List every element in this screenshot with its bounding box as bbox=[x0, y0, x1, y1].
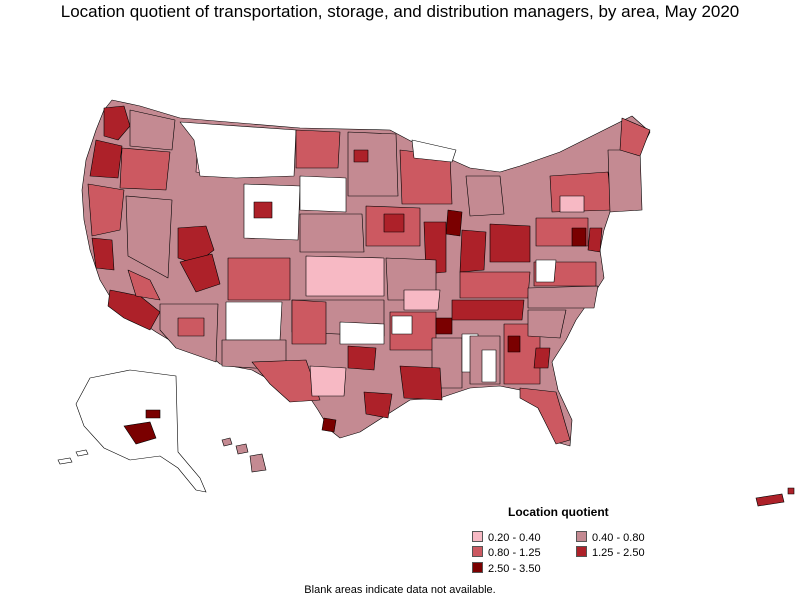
region-or-east bbox=[119, 147, 171, 191]
legend-item-2: 0.80 - 1.25 bbox=[472, 546, 541, 559]
region-ny-blank bbox=[559, 195, 585, 213]
region-ga-atlanta bbox=[507, 335, 521, 353]
hawaii bbox=[221, 437, 267, 473]
region-oh bbox=[489, 223, 531, 263]
legend-label: 0.20 - 0.40 bbox=[488, 532, 541, 544]
map-title: Location quotient of transportation, sto… bbox=[60, 2, 740, 21]
region-tn-memphis bbox=[435, 317, 453, 335]
region-mi-lower bbox=[465, 175, 505, 217]
region-wy-cheyenne bbox=[253, 201, 273, 219]
region-ar-blank bbox=[391, 315, 413, 335]
region-hi-big-island bbox=[249, 453, 267, 473]
region-nd bbox=[295, 129, 341, 169]
region-pr bbox=[755, 493, 785, 507]
region-ca-north bbox=[87, 183, 125, 237]
region-wv-blank bbox=[535, 259, 557, 283]
region-ok-blank bbox=[339, 321, 385, 345]
region-ak-anchorage bbox=[123, 421, 157, 445]
puerto-rico bbox=[755, 487, 795, 507]
legend-item-1: 0.40 - 0.80 bbox=[576, 531, 645, 544]
map-regions bbox=[81, 99, 651, 447]
region-hi-oahu bbox=[221, 437, 233, 447]
region-tx-laredo bbox=[321, 417, 337, 433]
region-nm-blank bbox=[225, 301, 283, 341]
legend-swatch bbox=[472, 531, 483, 542]
legend-item-0: 0.20 - 0.40 bbox=[472, 531, 541, 544]
alaska bbox=[57, 369, 207, 493]
region-ak-aleutians bbox=[57, 449, 89, 465]
region-wa-east bbox=[129, 109, 176, 151]
region-ak-fairbanks bbox=[145, 409, 161, 419]
region-pa-east bbox=[571, 227, 587, 247]
region-al-blank bbox=[481, 349, 497, 383]
region-tx-west bbox=[251, 359, 321, 403]
region-hi-maui bbox=[235, 443, 249, 455]
region-tx-dallas bbox=[347, 345, 377, 371]
region-mn-duluth bbox=[353, 149, 369, 163]
region-tx-central bbox=[309, 365, 347, 397]
region-maine bbox=[619, 117, 651, 157]
legend-item-4: 2.50 - 3.50 bbox=[472, 562, 541, 575]
region-mo-blank bbox=[403, 289, 441, 311]
region-mn bbox=[347, 131, 399, 197]
region-in bbox=[459, 229, 487, 273]
region-tx-houston bbox=[363, 391, 393, 419]
legend-swatch bbox=[576, 531, 587, 542]
region-nc bbox=[527, 285, 599, 309]
legend-swatch bbox=[472, 546, 483, 557]
region-or-coast bbox=[89, 139, 123, 179]
legend-label: 0.40 - 0.80 bbox=[592, 532, 645, 544]
region-fl bbox=[519, 387, 571, 445]
legend-swatch bbox=[576, 546, 587, 557]
region-ut-south bbox=[179, 253, 221, 293]
region-wa-west bbox=[103, 105, 131, 141]
legend-item-3: 1.25 - 2.50 bbox=[576, 546, 645, 559]
region-co bbox=[227, 257, 291, 301]
region-sd-blank bbox=[299, 175, 347, 213]
region-tx-panhandle bbox=[291, 299, 327, 345]
region-ne bbox=[299, 213, 365, 253]
footnote: Blank areas indicate data not available. bbox=[304, 584, 496, 596]
region-ia-dm bbox=[383, 213, 405, 233]
region-nj bbox=[587, 227, 603, 253]
legend-title: Location quotient bbox=[508, 505, 609, 519]
legend-label: 2.50 - 3.50 bbox=[488, 563, 541, 575]
region-la bbox=[399, 365, 443, 401]
region-ks bbox=[305, 255, 385, 297]
region-sc bbox=[527, 309, 567, 339]
legend-label: 1.25 - 2.50 bbox=[592, 547, 645, 559]
region-ca-inland bbox=[127, 269, 161, 301]
region-ga-savannah bbox=[533, 347, 551, 369]
region-new-england bbox=[607, 149, 643, 213]
region-ky bbox=[459, 271, 531, 299]
legend-label: 0.80 - 1.25 bbox=[488, 547, 541, 559]
legend-swatch bbox=[472, 562, 483, 573]
region-az-phoenix bbox=[177, 317, 205, 337]
region-il-chicago bbox=[445, 209, 463, 237]
region-nv bbox=[125, 195, 173, 279]
region-mi-blank bbox=[411, 139, 457, 163]
region-ca-bay bbox=[91, 237, 115, 271]
region-pr-islet bbox=[787, 487, 795, 495]
region-tn bbox=[451, 299, 525, 321]
